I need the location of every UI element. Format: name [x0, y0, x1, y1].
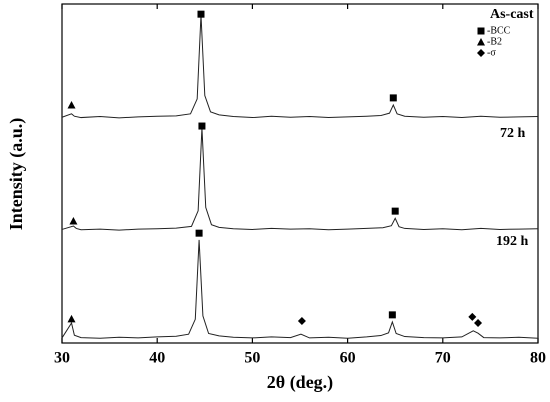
x-tick-label: 70	[435, 350, 451, 367]
legend-symbol	[477, 49, 485, 57]
series-label: 192 h	[496, 234, 529, 249]
pattern-line	[61, 14, 539, 119]
pattern-line	[61, 128, 539, 231]
legend-label: -BCC	[487, 25, 511, 36]
square-marker	[389, 94, 397, 102]
x-axis-label: 2θ (deg.)	[267, 372, 333, 393]
square-marker	[388, 311, 396, 319]
y-axis-label: Intensity (a.u.)	[6, 118, 27, 231]
triangle-marker	[67, 314, 76, 323]
diamond-marker	[474, 318, 483, 327]
pattern-line	[61, 239, 539, 339]
diamond-marker	[297, 316, 306, 325]
x-tick-label: 80	[530, 350, 546, 367]
triangle-marker	[67, 101, 76, 109]
diamond-marker	[468, 312, 477, 321]
series-label: As-cast	[490, 7, 534, 22]
series-label: 72 h	[500, 126, 526, 141]
x-tick-label: 60	[340, 350, 356, 367]
square-marker	[198, 122, 206, 130]
x-tick-label: 50	[244, 350, 260, 367]
triangle-marker	[69, 216, 78, 225]
square-marker	[197, 10, 205, 18]
legend-symbol	[477, 27, 485, 35]
x-tick-label: 30	[54, 350, 70, 367]
x-tick-label: 40	[149, 350, 165, 367]
legend-label: -σ	[487, 47, 496, 58]
square-marker	[195, 229, 203, 237]
square-marker	[391, 207, 399, 215]
plot-frame	[61, 3, 539, 344]
legend-label: -B2	[487, 36, 502, 47]
legend-symbol	[477, 38, 485, 46]
